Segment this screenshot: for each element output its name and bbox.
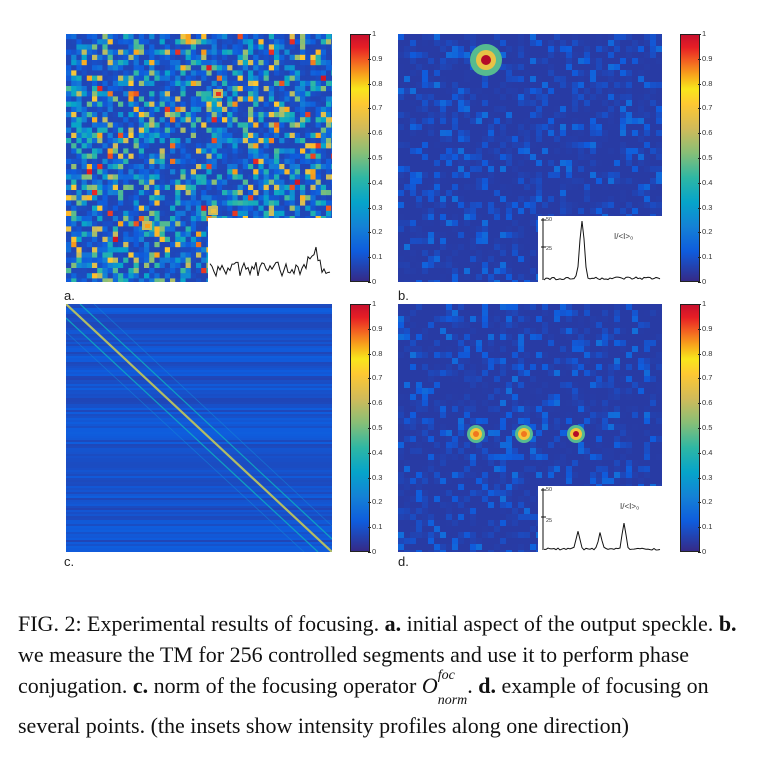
speckle-plot xyxy=(66,34,332,282)
caption-text-a: initial aspect of the output speckle. xyxy=(401,611,719,636)
operator-base: O xyxy=(421,673,438,698)
intensity-profile-a xyxy=(209,246,331,278)
colorbar-tick: 0.2 xyxy=(697,227,713,237)
colorbar-c xyxy=(350,304,370,552)
caption-op-after: . xyxy=(467,673,479,698)
operator-plot xyxy=(66,304,332,552)
colorbar-tick: 0.5 xyxy=(367,153,383,162)
colorbar-tick: 0.8 xyxy=(367,348,383,358)
colorbar-tick: 0.3 xyxy=(697,472,713,482)
inset-tick-25-d: 25 xyxy=(546,518,553,524)
caption-text-b: we measure the TM for 256 controlled seg… xyxy=(18,642,690,698)
colorbar-tick: 0.9 xyxy=(697,53,713,63)
colorbar-tick: 0.1 xyxy=(367,252,383,262)
colorbar-tick: 0 xyxy=(697,547,707,556)
colorbar-tick: 0.4 xyxy=(697,447,713,457)
colorbar-tick: 0.1 xyxy=(367,522,383,532)
colorbar-tick: 0.2 xyxy=(367,497,383,507)
colorbar-tick: 0.7 xyxy=(697,103,713,113)
operator-sup: foc xyxy=(437,668,455,683)
colorbar-tick: 0.6 xyxy=(367,128,383,138)
inset-profile-a xyxy=(208,218,332,282)
panel-label-a: a. xyxy=(64,288,75,303)
colorbar-tick: 0.4 xyxy=(367,447,383,457)
inset-tick-50-d: 50 xyxy=(546,487,553,493)
colorbar-tick: 0.2 xyxy=(367,227,383,237)
colorbar-tick: 0 xyxy=(367,547,377,556)
colorbar-tick: 1 xyxy=(367,299,377,308)
inset-tick-25-b: 25 xyxy=(546,246,553,252)
speckle-image xyxy=(66,34,332,282)
inset-axis-label-d: I/<I>₀ xyxy=(620,502,640,511)
panel-label-c: c. xyxy=(64,554,75,569)
colorbar-tick: 1 xyxy=(697,299,707,308)
colorbar-tick: 0 xyxy=(367,277,377,286)
colorbar-tick: 0.4 xyxy=(697,177,713,187)
colorbar-tick: 0.5 xyxy=(697,423,713,432)
colorbar-a xyxy=(350,34,370,282)
colorbar-tick: 0.7 xyxy=(367,103,383,113)
caption-key-a: a. xyxy=(384,611,402,636)
colorbar-tick: 0.3 xyxy=(367,202,383,212)
inset-axis-label-b: I/<I>₀ xyxy=(614,232,634,241)
colorbar-tick: 0.7 xyxy=(367,373,383,383)
operator-image xyxy=(66,304,332,552)
caption-text-d: example of focusing on several points. (… xyxy=(18,673,709,739)
colorbar-tick: 0.4 xyxy=(367,177,383,187)
panel-label-d: d. xyxy=(398,554,409,569)
inset-profile-b: I/<I>₀ 50 25 xyxy=(538,216,662,282)
caption-key-c: c. xyxy=(132,673,149,698)
colorbar-tick: 0.1 xyxy=(697,252,713,262)
colorbar-tick: 1 xyxy=(367,29,377,38)
colorbar-tick: 0.6 xyxy=(697,128,713,138)
figure-caption: FIG. 2: Experimental results of focusing… xyxy=(18,608,752,741)
colorbar-tick: 0.8 xyxy=(367,78,383,88)
caption-key-b: b. xyxy=(718,611,737,636)
colorbar-b xyxy=(680,34,700,282)
colorbar-tick: 0.3 xyxy=(697,202,713,212)
colorbar-tick: 1 xyxy=(697,29,707,38)
colorbar-d xyxy=(680,304,700,552)
caption-key-d: d. xyxy=(478,673,497,698)
colorbar-tick: 0.8 xyxy=(697,78,713,88)
caption-text-c: norm of the focusing operator xyxy=(148,673,422,698)
colorbar-tick: 0.1 xyxy=(697,522,713,532)
colorbar-tick: 0.6 xyxy=(367,398,383,408)
colorbar-tick: 0.9 xyxy=(367,323,383,333)
colorbar-tick: 0.7 xyxy=(697,373,713,383)
colorbar-tick: 0.3 xyxy=(367,472,383,482)
colorbar-tick: 0.2 xyxy=(697,497,713,507)
intensity-profile-d xyxy=(541,488,661,551)
colorbar-tick: 0.5 xyxy=(697,153,713,162)
caption-fig: FIG. 2: Experimental results of focusing… xyxy=(18,611,385,636)
colorbar-tick: 0 xyxy=(697,277,707,286)
colorbar-tick: 0.9 xyxy=(367,53,383,63)
inset-tick-50-b: 50 xyxy=(546,217,553,223)
operator-sub: norm xyxy=(437,693,468,709)
colorbar-tick: 0.6 xyxy=(697,398,713,408)
colorbar-tick: 0.9 xyxy=(697,323,713,333)
inset-profile-d: I/<I>₀ 50 25 xyxy=(538,486,662,552)
colorbar-tick: 0.5 xyxy=(367,423,383,432)
panel-label-b: b. xyxy=(398,288,409,303)
colorbar-tick: 0.8 xyxy=(697,348,713,358)
intensity-profile-b xyxy=(541,218,661,281)
